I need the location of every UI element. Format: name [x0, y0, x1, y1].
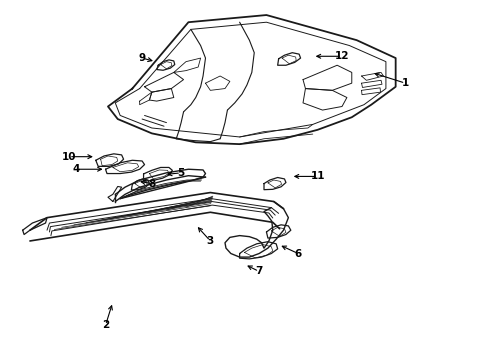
- Text: 4: 4: [72, 164, 80, 174]
- Text: 12: 12: [334, 51, 348, 61]
- Text: 6: 6: [294, 248, 301, 258]
- Text: 9: 9: [138, 53, 145, 63]
- Text: 10: 10: [61, 152, 76, 162]
- Text: 7: 7: [255, 266, 262, 276]
- Text: 3: 3: [206, 236, 214, 246]
- Text: 1: 1: [401, 78, 408, 88]
- Text: 8: 8: [148, 179, 155, 189]
- Text: 11: 11: [310, 171, 324, 181]
- Text: 2: 2: [102, 320, 109, 330]
- Text: 5: 5: [177, 168, 184, 178]
